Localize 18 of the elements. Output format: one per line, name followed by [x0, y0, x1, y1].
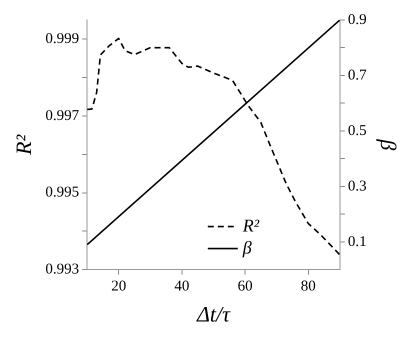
- y-tick-label: 0.993: [45, 262, 80, 278]
- legend-label: β: [242, 237, 252, 258]
- y2-axis-title: β: [376, 138, 402, 150]
- y-tick-label: 0.995: [45, 184, 80, 201]
- legend-label: R²: [242, 215, 260, 236]
- y2-tick-label: 0.9: [348, 12, 367, 28]
- y-tick-label: 0.999: [45, 31, 80, 48]
- y2-tick-label: 0.1: [348, 234, 367, 250]
- x-axis-title: Δt/τ: [196, 302, 232, 327]
- y-axis-title: R²: [10, 134, 36, 156]
- y-tick-label: 0.997: [45, 108, 80, 124]
- x-tick-label: 20: [111, 278, 126, 295]
- x-tick-label: 80: [300, 278, 316, 295]
- y2-tick-label: 0.7: [348, 67, 368, 84]
- y2-tick-label: 0.3: [348, 178, 367, 194]
- y2-tick-label: 0.5: [348, 122, 367, 139]
- x-tick-label: 60: [238, 278, 253, 295]
- x-tick-label: 40: [174, 278, 190, 295]
